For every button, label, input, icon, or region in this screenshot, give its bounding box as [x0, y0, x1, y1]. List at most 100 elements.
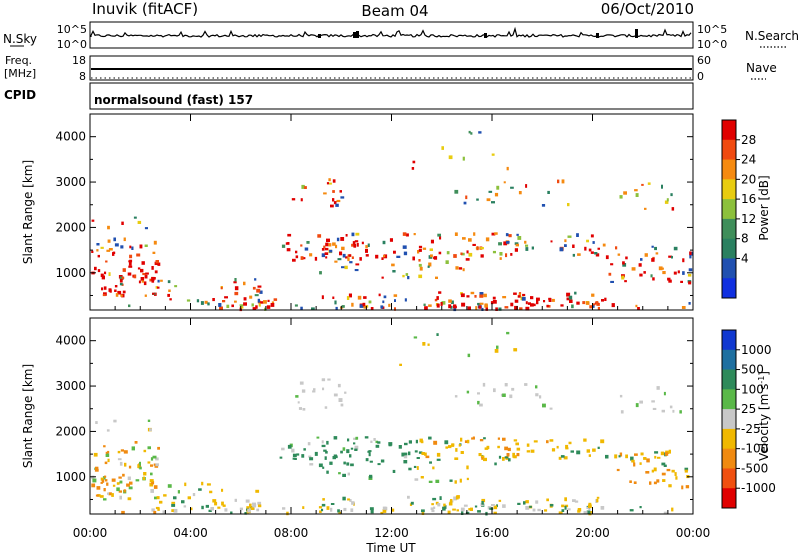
data-cell [466, 465, 469, 470]
data-cell [502, 457, 505, 461]
data-cell [104, 271, 107, 275]
data-cell [150, 489, 154, 493]
data-cell [303, 448, 306, 451]
data-cell [355, 232, 360, 236]
nsky-panel: N.Sky 10^5 10^0 10^5 10^0 N.Search [3, 21, 799, 51]
data-cell [671, 507, 674, 512]
data-cell [105, 454, 109, 457]
data-cell [513, 439, 518, 442]
cpid-text: normalsound (fast) 157 [94, 93, 253, 107]
data-cell [403, 460, 408, 464]
data-cell [644, 253, 648, 257]
y-tick-label: 4000 [55, 130, 86, 144]
data-cell [408, 451, 411, 456]
data-cell [669, 405, 673, 409]
data-cell [414, 478, 419, 481]
data-cell [515, 243, 519, 247]
data-cell [572, 244, 575, 248]
data-cell [341, 266, 345, 269]
data-cell [140, 277, 145, 281]
data-cell [675, 476, 678, 480]
y-tick-label: 2000 [55, 424, 86, 438]
data-cell [468, 238, 472, 242]
data-cell [143, 472, 147, 476]
data-cell [465, 511, 470, 515]
data-cell [438, 291, 442, 294]
nsky-line [90, 26, 692, 38]
data-cell [307, 442, 311, 446]
data-cell [295, 255, 299, 259]
data-cell [118, 476, 122, 479]
data-cell [622, 263, 627, 267]
data-cell [159, 500, 163, 504]
data-cell [122, 473, 125, 477]
colorbar-swatch [722, 409, 736, 430]
data-cell [97, 254, 100, 258]
data-cell [672, 409, 675, 413]
data-cell [586, 239, 589, 243]
data-cell [335, 244, 338, 249]
data-cell [567, 508, 571, 511]
data-cell [515, 442, 519, 446]
data-cell [614, 454, 618, 459]
data-cell [200, 301, 204, 305]
data-cell [622, 261, 625, 265]
data-cell [492, 300, 497, 304]
data-cell [653, 481, 657, 485]
data-cell [429, 248, 433, 251]
data-cell [321, 508, 324, 512]
data-cell [243, 297, 247, 301]
data-cell [167, 484, 172, 488]
data-cell [535, 500, 539, 504]
data-cell [494, 192, 499, 197]
data-cell [106, 249, 111, 252]
data-cell [97, 269, 101, 273]
colorbar-swatch [722, 139, 736, 161]
data-cell [460, 293, 465, 298]
data-cell [183, 505, 187, 508]
data-cell [670, 193, 673, 197]
data-cell [297, 401, 300, 404]
data-cell [169, 298, 172, 301]
data-cell [639, 400, 643, 404]
data-cell [318, 506, 322, 509]
data-cell [126, 483, 130, 487]
data-cell [304, 186, 307, 189]
data-cell [685, 485, 690, 489]
data-cell [255, 489, 260, 493]
data-cell [446, 251, 450, 255]
data-cell [355, 263, 360, 266]
data-cell [348, 254, 352, 257]
data-cell [144, 294, 147, 297]
data-cell [481, 457, 484, 460]
data-cell [635, 193, 639, 197]
data-cell [454, 189, 459, 194]
data-cell [418, 245, 423, 249]
data-cell [557, 179, 560, 184]
data-cell [450, 300, 454, 304]
data-cell [258, 303, 261, 307]
data-cell [568, 441, 572, 445]
data-cell [505, 253, 508, 258]
x-tick-label: 16:00 [475, 526, 510, 540]
data-cell [328, 243, 332, 247]
colorbar-swatch [722, 258, 736, 279]
data-cell [324, 456, 327, 460]
data-cell [147, 446, 151, 450]
data-cell [343, 461, 346, 465]
data-cell [654, 451, 659, 454]
colorbar-frame [721, 119, 737, 299]
data-cell [654, 246, 657, 251]
data-cell [352, 241, 356, 245]
data-cell [493, 511, 497, 514]
data-cell [256, 288, 261, 293]
data-cell [449, 501, 453, 505]
data-cell [522, 293, 526, 297]
data-cell [245, 499, 250, 503]
data-cell [664, 200, 669, 204]
data-cell [491, 232, 496, 236]
data-cell [103, 445, 106, 448]
data-cell [617, 253, 621, 256]
data-cell [143, 449, 147, 453]
data-cell [502, 504, 506, 508]
